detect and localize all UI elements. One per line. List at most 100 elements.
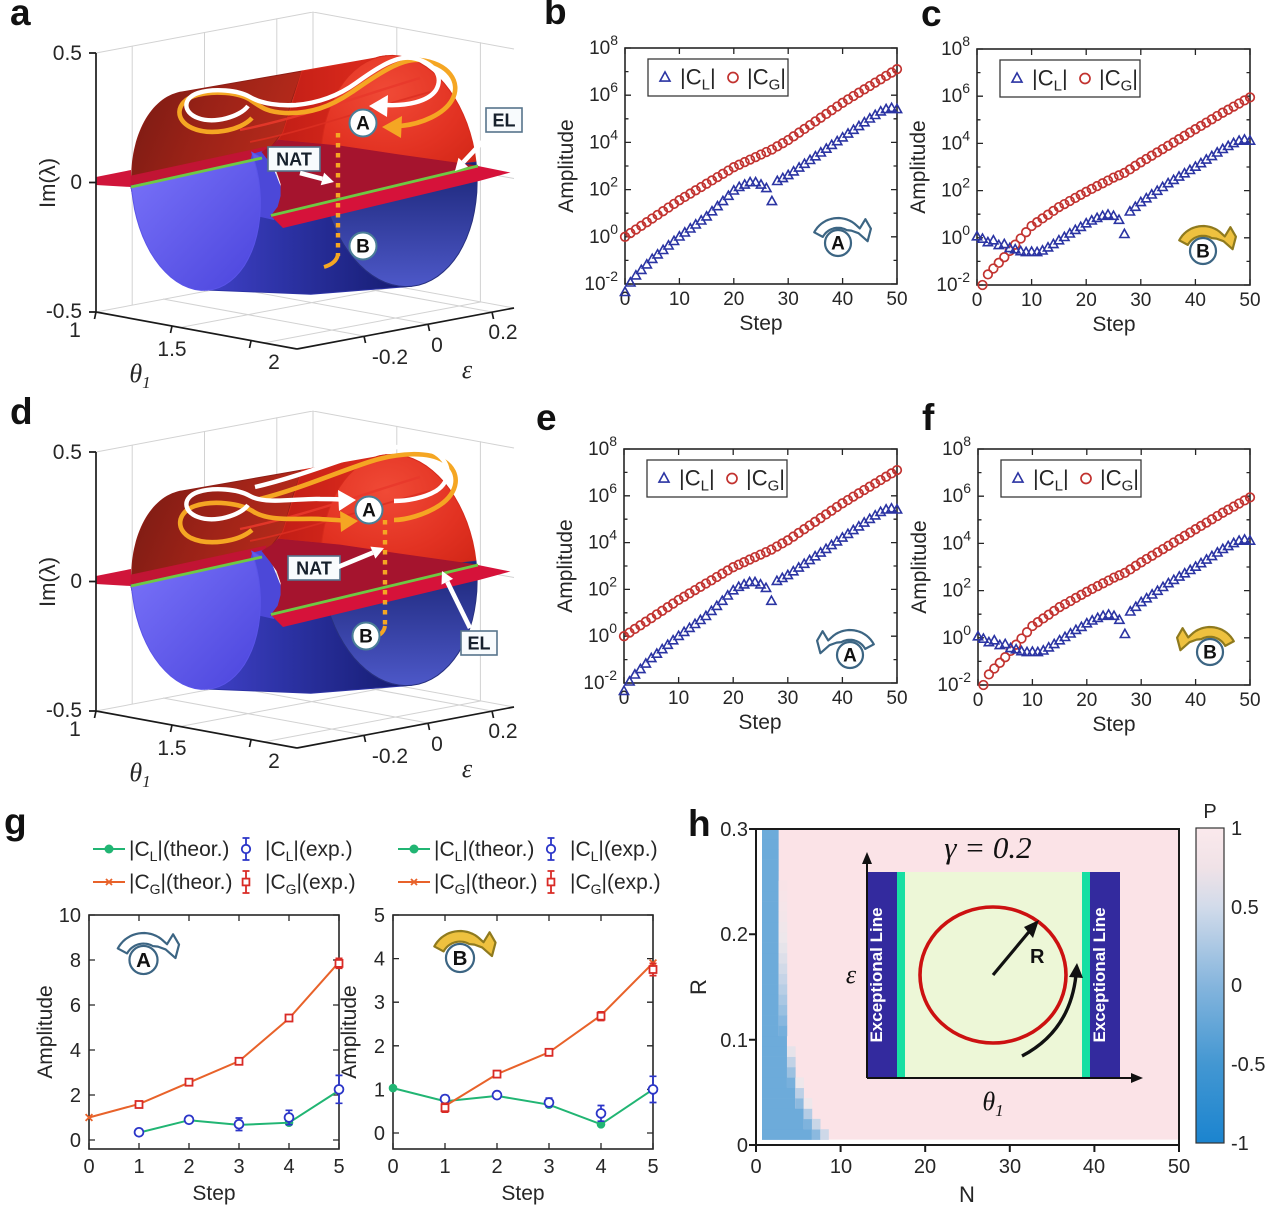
- svg-text:10-2: 10-2: [936, 269, 970, 296]
- svg-text:Im(λ): Im(λ): [35, 158, 60, 208]
- svg-text:0: 0: [619, 688, 630, 709]
- svg-text:2: 2: [268, 351, 280, 374]
- svg-text:θ1: θ1: [129, 758, 150, 791]
- svg-text:e: e: [536, 397, 557, 438]
- svg-text:-0.2: -0.2: [372, 745, 408, 768]
- svg-text:40: 40: [1185, 690, 1206, 711]
- svg-text:2: 2: [183, 1156, 194, 1178]
- svg-text:106: 106: [941, 80, 970, 107]
- svg-text:0.2: 0.2: [488, 720, 517, 743]
- svg-text:h: h: [688, 803, 711, 844]
- svg-text:B: B: [1203, 643, 1217, 664]
- svg-text:0.2: 0.2: [720, 924, 748, 946]
- svg-text:A: A: [362, 501, 376, 522]
- svg-text:1: 1: [1231, 818, 1242, 840]
- svg-text:B: B: [1196, 242, 1210, 263]
- svg-text:102: 102: [589, 174, 618, 201]
- svg-text:Amplitude: Amplitude: [555, 119, 578, 212]
- svg-text:d: d: [10, 391, 33, 432]
- svg-text:R: R: [1030, 946, 1045, 968]
- svg-text:|CG|: |CG|: [1099, 66, 1138, 95]
- svg-text:Step: Step: [1092, 313, 1135, 336]
- svg-text:|CL|: |CL|: [679, 466, 715, 495]
- svg-text:1.5: 1.5: [157, 737, 186, 760]
- svg-text:-0.5: -0.5: [46, 699, 82, 722]
- svg-text:104: 104: [942, 527, 971, 554]
- svg-text:NAT: NAT: [296, 559, 332, 579]
- svg-text:50: 50: [886, 289, 907, 310]
- svg-text:1: 1: [133, 1156, 144, 1178]
- svg-text:2: 2: [70, 1085, 81, 1107]
- svg-text:4: 4: [70, 1040, 81, 1062]
- svg-text:|CG|: |CG|: [747, 65, 786, 94]
- svg-text:108: 108: [941, 33, 970, 60]
- svg-text:0: 0: [620, 289, 631, 310]
- svg-text:1: 1: [439, 1156, 450, 1178]
- svg-text:5: 5: [374, 905, 385, 927]
- svg-text:0: 0: [70, 171, 82, 194]
- svg-text:|CG|(exp.): |CG|(exp.): [265, 871, 356, 897]
- svg-text:4: 4: [374, 949, 385, 971]
- svg-text:|CL|(exp.): |CL|(exp.): [570, 838, 658, 864]
- svg-text:0: 0: [431, 334, 443, 357]
- svg-text:|CL|: |CL|: [1033, 466, 1069, 495]
- svg-text:2: 2: [491, 1156, 502, 1178]
- svg-text:50: 50: [1239, 290, 1260, 311]
- svg-text:0: 0: [70, 1130, 81, 1152]
- svg-text:5: 5: [333, 1156, 344, 1178]
- svg-text:104: 104: [588, 527, 617, 554]
- svg-text:Amplitude: Amplitude: [554, 519, 577, 612]
- svg-text:0: 0: [70, 570, 82, 593]
- svg-text:0: 0: [1231, 975, 1242, 997]
- svg-text:-0.2: -0.2: [372, 346, 408, 369]
- svg-text:5: 5: [647, 1156, 658, 1178]
- svg-text:Amplitude: Amplitude: [907, 120, 930, 213]
- svg-text:102: 102: [588, 573, 617, 600]
- svg-text:10: 10: [830, 1156, 852, 1178]
- svg-text:20: 20: [1076, 690, 1097, 711]
- svg-text:10: 10: [1021, 290, 1042, 311]
- svg-text:100: 100: [941, 222, 970, 249]
- svg-text:ε: ε: [846, 960, 857, 989]
- svg-text:40: 40: [1083, 1156, 1105, 1178]
- svg-text:106: 106: [942, 480, 971, 507]
- svg-text:100: 100: [942, 622, 971, 649]
- svg-text:0: 0: [387, 1156, 398, 1178]
- svg-text:A: A: [136, 949, 151, 972]
- svg-text:|CG|(exp.): |CG|(exp.): [570, 871, 661, 897]
- svg-text:20: 20: [723, 688, 744, 709]
- svg-text:γ = 0.2: γ = 0.2: [944, 830, 1031, 865]
- svg-text:0: 0: [973, 690, 984, 711]
- svg-text:ε: ε: [462, 355, 473, 384]
- svg-text:108: 108: [942, 433, 971, 460]
- svg-text:θ1: θ1: [129, 359, 150, 392]
- svg-text:30: 30: [777, 688, 798, 709]
- svg-text:4: 4: [595, 1156, 606, 1178]
- svg-text:100: 100: [588, 620, 617, 647]
- svg-text:108: 108: [589, 32, 618, 59]
- svg-text:B: B: [453, 947, 468, 970]
- svg-text:Step: Step: [739, 312, 782, 335]
- svg-text:10-2: 10-2: [937, 669, 971, 696]
- svg-text:g: g: [4, 801, 27, 842]
- svg-text:|CL|: |CL|: [680, 65, 716, 94]
- svg-text:|CG|: |CG|: [1100, 466, 1139, 495]
- svg-text:c: c: [921, 0, 942, 34]
- svg-text:20: 20: [723, 289, 744, 310]
- svg-text:20: 20: [1076, 290, 1097, 311]
- svg-text:40: 40: [832, 289, 853, 310]
- svg-text:-0.5: -0.5: [46, 300, 82, 323]
- svg-text:1: 1: [69, 718, 81, 741]
- svg-text:R: R: [686, 979, 711, 995]
- svg-text:Im(λ): Im(λ): [35, 557, 60, 607]
- svg-text:3: 3: [233, 1156, 244, 1178]
- svg-text:1: 1: [374, 1079, 385, 1101]
- svg-text:Exceptional Line: Exceptional Line: [1090, 907, 1109, 1042]
- svg-text:A: A: [843, 646, 857, 667]
- svg-text:30: 30: [999, 1156, 1021, 1178]
- svg-text:3: 3: [374, 992, 385, 1014]
- svg-text:|CL|(theor.): |CL|(theor.): [129, 838, 229, 864]
- svg-text:Amplitude: Amplitude: [34, 985, 57, 1078]
- svg-text:2: 2: [268, 750, 280, 773]
- svg-text:Step: Step: [738, 711, 781, 734]
